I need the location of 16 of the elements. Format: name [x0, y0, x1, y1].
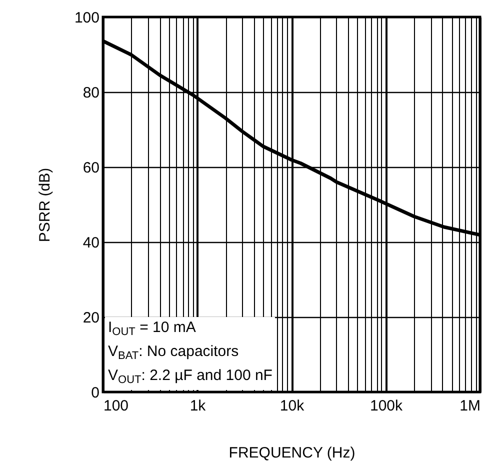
x-tick-label: 1M: [460, 398, 480, 414]
y-tick-label: 80: [82, 84, 100, 102]
y-tick-label: 0: [91, 384, 100, 402]
annotation: V$_{OUT}$: 2.2 µF and 100 nF: [108, 366, 272, 388]
annotation: I$_{OUT}$ = 10 mA: [108, 318, 197, 340]
x-tick-label: 100k: [370, 398, 404, 414]
y-axis-title: PSRR (dB): [36, 168, 54, 242]
y-tick-label: 60: [82, 160, 100, 176]
x-tick-label: 10k: [280, 398, 305, 414]
y-tick-label: 40: [82, 234, 100, 252]
y-tick-label: 20: [82, 310, 100, 326]
x-tick-label: 100: [104, 398, 129, 414]
y-tick-label: 100: [74, 10, 100, 26]
annotation: V$_{BAT}$: No capacitors: [108, 342, 240, 364]
x-tick-label: 1k: [190, 398, 206, 414]
x-axis-title: FREQUENCY (Hz): [228, 444, 356, 462]
